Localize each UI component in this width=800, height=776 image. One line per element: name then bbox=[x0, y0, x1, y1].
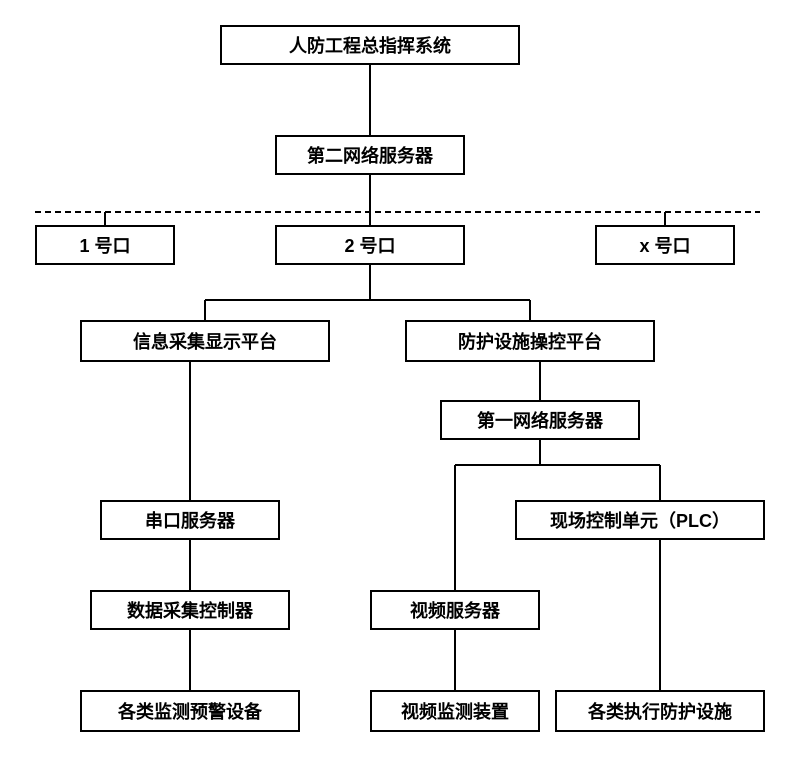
edges-layer bbox=[0, 0, 800, 776]
node-net2: 第二网络服务器 bbox=[275, 135, 465, 175]
node-video_srv: 视频服务器 bbox=[370, 590, 540, 630]
node-gate1: 1 号口 bbox=[35, 225, 175, 265]
node-info: 信息采集显示平台 bbox=[80, 320, 330, 362]
diagram-canvas: 人防工程总指挥系统第二网络服务器 1 号口 2 号口 x 号口信息采集显示平台 防护设施… bbox=[0, 0, 800, 776]
node-serial: 串口服务器 bbox=[100, 500, 280, 540]
node-monitor: 各类监测预警设备 bbox=[80, 690, 300, 732]
node-plc: 现场控制单元（PLC） bbox=[515, 500, 765, 540]
node-gatex: x 号口 bbox=[595, 225, 735, 265]
node-daq: 数据采集控制器 bbox=[90, 590, 290, 630]
node-gate2: 2 号口 bbox=[275, 225, 465, 265]
node-video_dev: 视频监测装置 bbox=[370, 690, 540, 732]
node-ops: 防护设施操控平台 bbox=[405, 320, 655, 362]
node-net1: 第一网络服务器 bbox=[440, 400, 640, 440]
node-top: 人防工程总指挥系统 bbox=[220, 25, 520, 65]
node-actuator: 各类执行防护设施 bbox=[555, 690, 765, 732]
